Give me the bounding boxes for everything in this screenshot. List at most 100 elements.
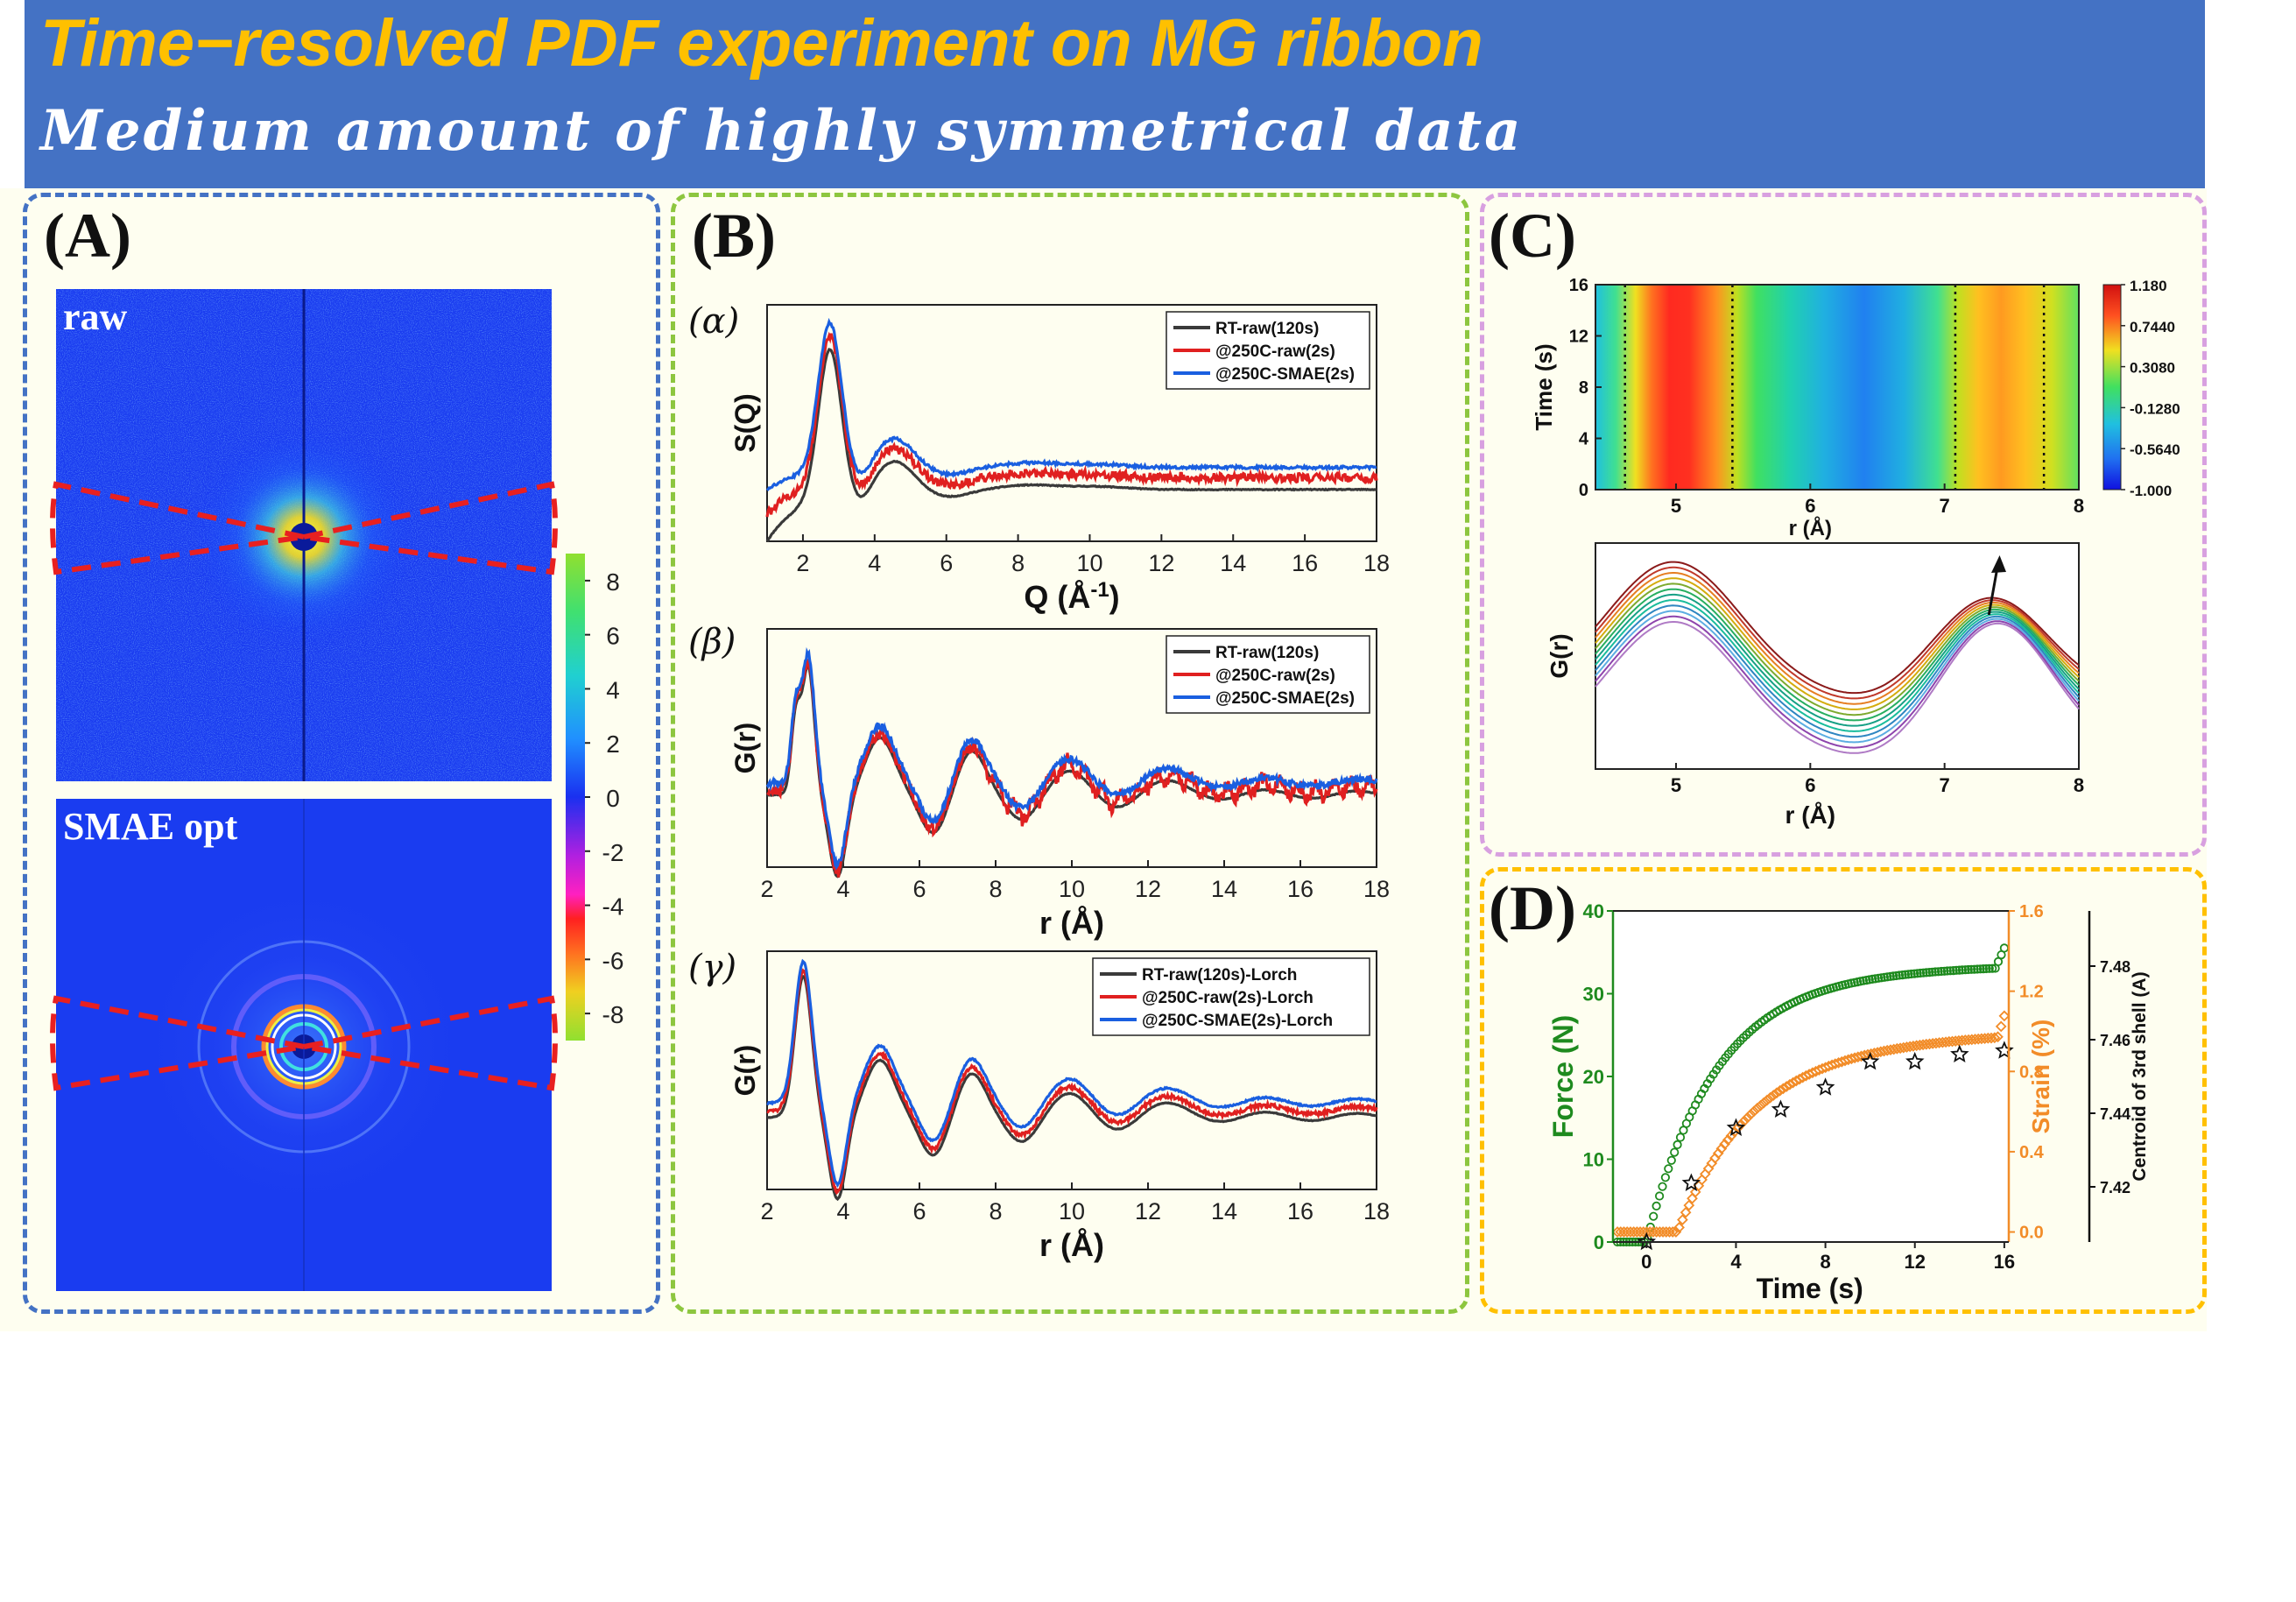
alpha-x-tick-label: 4 [868,550,881,576]
c-heatmap-field [1595,285,2079,490]
header-banner: Time−resolved PDF experiment on MG ribbo… [25,0,2205,188]
gamma-x-tick-label: 12 [1135,1198,1161,1224]
c-colorbar [2102,284,2122,490]
d-force-point [1660,1173,1671,1182]
c-curves-x-label: r (Å) [1785,801,1836,829]
d-strain-point [1618,1226,1630,1238]
d-force-point [1919,968,1928,977]
d-strain-point [1641,1226,1652,1238]
colorbar-a-tick-label: 4 [606,676,620,703]
subplot-alpha-label: (α) [688,301,740,342]
d-centroid-star [1681,1173,1701,1192]
d-strain-point [1757,1097,1770,1109]
d-y-tick-label: 20 [1583,1066,1604,1088]
d-force-point [1900,970,1910,979]
d-force-point [1664,1164,1673,1174]
c-curve-line [1595,561,2080,695]
beta-x-tick-label: 18 [1363,876,1390,902]
alpha-x-tick-label: 8 [1011,550,1025,576]
alpha-x-label: Q (Å-1) [1024,578,1119,616]
c-curves-y-label: G(r) [1546,633,1573,678]
d-force-point [1961,965,1970,975]
alpha-legend-label: @250C-raw(2s) [1215,342,1335,361]
d-strain-point [1722,1134,1734,1146]
d-force-point [1675,1133,1686,1142]
d-force-point [1978,964,1988,974]
d-y2-tick-label: 0.0 [2019,1224,2044,1243]
d-force-point [1957,965,1967,975]
d-force-point [1969,964,1979,974]
alpha-y-label: S(Q) [729,393,761,453]
gamma-series-line [766,975,1377,1202]
d-centroid-star [1771,1099,1791,1118]
d-y2-label: Strain (%) [2027,1020,2054,1134]
raw-image-label: raw [63,295,128,338]
colorbar-a-tick-label: 2 [606,730,620,758]
d-force-point [1954,965,1964,975]
d-strain-point [1644,1226,1656,1238]
beta-y-label: G(r) [729,723,761,774]
d-x-tick-label: 12 [1905,1251,1926,1273]
alpha-x-label-tail: ) [1109,579,1120,615]
d-centroid-star [1815,1077,1835,1096]
c-colorbar-tick-label: -1.000 [2130,483,2172,499]
d-force-point [1940,966,1949,976]
d-y3-tick-label: 7.44 [2100,1105,2130,1123]
gamma-x-tick-label: 2 [760,1198,773,1224]
d-force-point [1963,964,1973,975]
c-curves-x-tick-label: 7 [1940,774,1950,796]
d-force-point [1658,1182,1667,1191]
d-y2-tick-label: 1.2 [2019,983,2044,1002]
d-force-point [1946,966,1955,976]
d-strain-point [1670,1226,1682,1238]
alpha-x-tick-label: 6 [940,550,953,576]
panel-c [1480,193,2207,857]
d-x-tick-label: 16 [1994,1251,2015,1273]
d-force-point [1984,963,1994,973]
d-force-point [1976,964,1985,974]
colorbar-a-tick-label: -8 [602,1001,624,1028]
c-colorbar-tick-label: -0.5640 [2130,441,2180,458]
d-strain-point [1654,1226,1666,1238]
d-strain-point [1647,1226,1659,1238]
beta-x-tick-label: 8 [989,876,1002,902]
d-strain-point [1677,1214,1688,1225]
d-strain-point [1664,1226,1675,1238]
d-y-tick-label: 30 [1583,984,1604,1006]
d-centroid-star [1950,1044,1969,1063]
alpha-x-tick-label: 18 [1363,550,1390,576]
d-strain-point [1744,1108,1757,1120]
c-heat-x-tick-label: 8 [2074,495,2084,517]
alpha-x-tick-label: 12 [1148,550,1174,576]
d-strain-point [1742,1112,1753,1124]
subplot-gamma-label: (γ) [688,948,737,988]
c-curve-line [1595,582,2080,716]
beta-legend-label: @250C-raw(2s) [1215,667,1335,685]
c-colorbar-tick-label: 0.3080 [2130,360,2175,377]
panel-b [671,193,1469,1314]
d-force-point [1973,964,1983,974]
panel-c-label: (C) [1489,201,1576,271]
d-strain-point [1998,1010,2011,1022]
d-centroid-star [1726,1118,1746,1136]
d-strain-point [1683,1199,1695,1211]
d-centroid-star [1860,1051,1880,1070]
d-strain-point [1719,1138,1730,1150]
page-title: Time−resolved PDF experiment on MG ribbo… [40,6,1483,81]
d-y-label: Force (N) [1547,1015,1579,1138]
gamma-x-tick-label: 10 [1059,1198,1085,1224]
alpha-plot-frame [766,304,1377,542]
c-curve-line [1595,577,2080,710]
d-force-point [1670,1147,1680,1157]
alpha-x-tick-label: 14 [1220,550,1246,576]
detector-image-raw: raw [56,289,552,781]
d-strain-point [1751,1103,1764,1114]
d-force-point [1967,964,1976,974]
colorbar-a: 8 6 4 2 0 -2 -4 -6 -8 [566,554,624,1041]
beta-x-tick-label: 12 [1135,876,1161,902]
gamma-legend-label: @250C-SMAE(2s)-Lorch [1142,1012,1333,1030]
d-strain-point [1673,1222,1685,1233]
wedge-raw [50,481,558,575]
